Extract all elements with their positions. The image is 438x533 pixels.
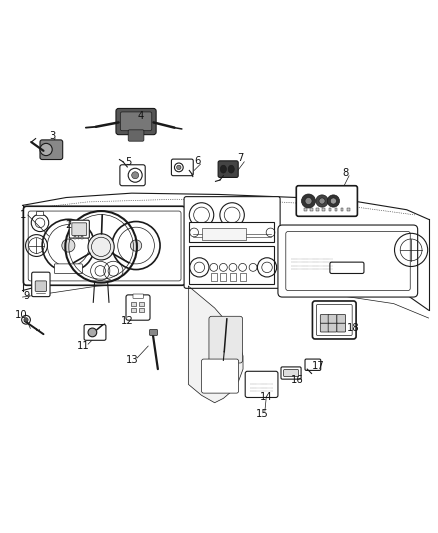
Circle shape	[319, 198, 325, 204]
Bar	[304, 208, 307, 211]
FancyBboxPatch shape	[278, 225, 418, 297]
Circle shape	[316, 195, 328, 207]
FancyBboxPatch shape	[84, 325, 106, 340]
Bar	[341, 208, 343, 211]
Ellipse shape	[228, 165, 234, 173]
Bar	[131, 302, 136, 306]
Circle shape	[305, 198, 312, 205]
Bar	[189, 222, 275, 243]
FancyBboxPatch shape	[184, 197, 280, 288]
Text: 15: 15	[255, 409, 268, 418]
Bar	[328, 208, 331, 211]
Bar	[78, 236, 79, 239]
Circle shape	[62, 239, 75, 252]
Text: 2: 2	[65, 220, 71, 230]
FancyBboxPatch shape	[305, 359, 321, 370]
Bar	[240, 273, 246, 281]
Text: 7: 7	[237, 153, 243, 163]
Bar	[335, 208, 337, 211]
FancyBboxPatch shape	[23, 206, 185, 285]
Circle shape	[88, 328, 97, 337]
FancyBboxPatch shape	[320, 314, 329, 323]
Bar	[189, 246, 275, 284]
FancyBboxPatch shape	[201, 359, 239, 393]
Bar	[211, 273, 217, 281]
FancyBboxPatch shape	[218, 161, 238, 177]
Circle shape	[24, 318, 28, 322]
Bar	[322, 208, 325, 211]
FancyBboxPatch shape	[286, 231, 410, 290]
FancyBboxPatch shape	[245, 372, 278, 398]
FancyBboxPatch shape	[120, 112, 152, 131]
Text: 18: 18	[347, 324, 360, 334]
FancyBboxPatch shape	[320, 323, 329, 332]
Bar	[310, 208, 313, 211]
Text: 10: 10	[15, 310, 28, 320]
Text: 13: 13	[126, 356, 139, 365]
Bar	[220, 273, 226, 281]
FancyBboxPatch shape	[128, 130, 144, 141]
Text: 17: 17	[312, 361, 325, 370]
Text: 14: 14	[260, 392, 272, 402]
FancyBboxPatch shape	[209, 316, 243, 363]
FancyBboxPatch shape	[337, 323, 346, 332]
Bar	[347, 208, 350, 211]
Bar	[36, 211, 43, 215]
Bar	[74, 236, 76, 239]
FancyBboxPatch shape	[328, 314, 337, 323]
Text: 6: 6	[194, 156, 200, 166]
FancyBboxPatch shape	[171, 159, 193, 176]
Text: 11: 11	[76, 341, 89, 351]
FancyBboxPatch shape	[133, 294, 144, 298]
FancyBboxPatch shape	[296, 185, 357, 216]
FancyBboxPatch shape	[40, 140, 63, 159]
FancyBboxPatch shape	[126, 295, 150, 320]
FancyBboxPatch shape	[35, 281, 46, 292]
Circle shape	[177, 165, 181, 169]
FancyBboxPatch shape	[116, 108, 156, 135]
FancyBboxPatch shape	[312, 301, 356, 339]
Circle shape	[131, 240, 142, 251]
Ellipse shape	[220, 165, 226, 173]
FancyBboxPatch shape	[330, 262, 364, 273]
FancyBboxPatch shape	[120, 165, 145, 185]
FancyBboxPatch shape	[72, 223, 87, 236]
FancyBboxPatch shape	[337, 314, 346, 323]
Text: 16: 16	[291, 375, 304, 385]
Circle shape	[132, 172, 139, 179]
FancyBboxPatch shape	[316, 304, 352, 335]
Text: 8: 8	[343, 168, 349, 177]
Text: 1: 1	[20, 210, 27, 220]
FancyBboxPatch shape	[69, 220, 89, 238]
Bar	[316, 208, 319, 211]
Text: 12: 12	[121, 316, 134, 326]
Text: 3: 3	[49, 131, 55, 141]
FancyBboxPatch shape	[281, 367, 301, 379]
Bar	[131, 308, 136, 312]
Circle shape	[330, 198, 336, 204]
FancyBboxPatch shape	[150, 329, 157, 335]
Bar	[202, 228, 246, 240]
Circle shape	[327, 195, 339, 207]
FancyBboxPatch shape	[28, 211, 181, 281]
Bar	[81, 236, 83, 239]
Polygon shape	[188, 286, 243, 403]
Circle shape	[301, 194, 315, 208]
Bar	[139, 302, 144, 306]
FancyBboxPatch shape	[32, 272, 50, 297]
Bar	[230, 273, 236, 281]
Text: 5: 5	[125, 157, 131, 167]
Circle shape	[88, 234, 114, 260]
Text: 4: 4	[137, 111, 144, 121]
Bar	[139, 308, 144, 312]
FancyBboxPatch shape	[328, 323, 337, 332]
FancyBboxPatch shape	[54, 264, 82, 273]
Circle shape	[40, 143, 52, 156]
Text: 9: 9	[24, 291, 30, 301]
FancyBboxPatch shape	[284, 369, 298, 376]
